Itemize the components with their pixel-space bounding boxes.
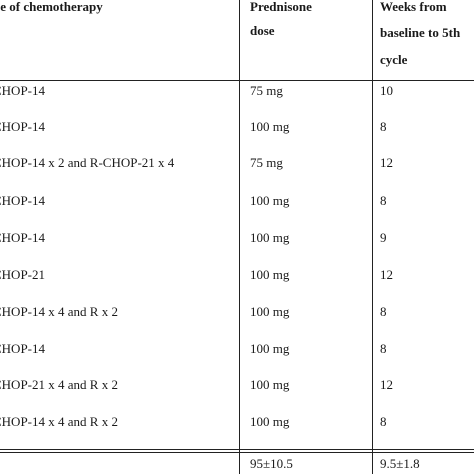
table-row-dose: 100 mg — [250, 414, 290, 429]
header-weeks-line2: baseline to 5th — [380, 25, 461, 40]
table-row-weeks: 8 — [380, 304, 387, 319]
table-row-weeks: 8 — [380, 414, 387, 429]
table-row-weeks: 12 — [380, 155, 393, 170]
table-row-weeks: 8 — [380, 119, 387, 134]
table-row-dose: 100 mg — [250, 304, 290, 319]
table-row-weeks: 10 — [380, 83, 393, 98]
summary-rule-bottom — [0, 452, 474, 453]
header-chemotherapy-type: pe of chemotherapy — [0, 0, 103, 14]
column-divider-2 — [372, 0, 373, 474]
table-row-chemo: CHOP-14 — [0, 341, 46, 356]
table-row-weeks: 8 — [380, 341, 387, 356]
table-row-chemo: CHOP-21 x 4 and R x 2 — [0, 377, 118, 392]
table-row-chemo: CHOP-14 — [0, 83, 46, 98]
table-row-chemo: CHOP-14 — [0, 119, 46, 134]
header-prednisone-line1: Prednisone — [250, 0, 312, 14]
table-row-chemo: CHOP-21 — [0, 267, 46, 282]
table-row-dose: 100 mg — [250, 230, 290, 245]
table-row-chemo: CHOP-14 x 4 and R x 2 — [0, 304, 118, 319]
table-row-dose: 100 mg — [250, 377, 290, 392]
table-row-dose: 75 mg — [250, 83, 283, 98]
table-row-weeks: 9 — [380, 230, 387, 245]
summary-dose: 95±10.5 — [250, 456, 293, 471]
header-prednisone-line2: dose — [250, 23, 275, 38]
table-row-dose: 75 mg — [250, 155, 283, 170]
header-weeks-line3: cycle — [380, 52, 408, 67]
table-row-dose: 100 mg — [250, 267, 290, 282]
column-divider-1 — [239, 0, 240, 474]
table-row-chemo: CHOP-14 — [0, 230, 46, 245]
table-row-chemo: CHOP-14 — [0, 193, 46, 208]
header-weeks-line1: Weeks from — [380, 0, 447, 14]
table-row-chemo: CHOP-14 x 4 and R x 2 — [0, 414, 118, 429]
table-row-dose: 100 mg — [250, 193, 290, 208]
table-row-weeks: 12 — [380, 267, 393, 282]
table-row-weeks: 12 — [380, 377, 393, 392]
table-row-weeks: 8 — [380, 193, 387, 208]
table-row-dose: 100 mg — [250, 341, 290, 356]
table-row-dose: 100 mg — [250, 119, 290, 134]
table-row-chemo: CHOP-14 x 2 and R-CHOP-21 x 4 — [0, 155, 175, 170]
summary-rule-top — [0, 449, 474, 450]
summary-weeks: 9.5±1.8 — [380, 456, 420, 471]
header-rule — [0, 80, 474, 81]
